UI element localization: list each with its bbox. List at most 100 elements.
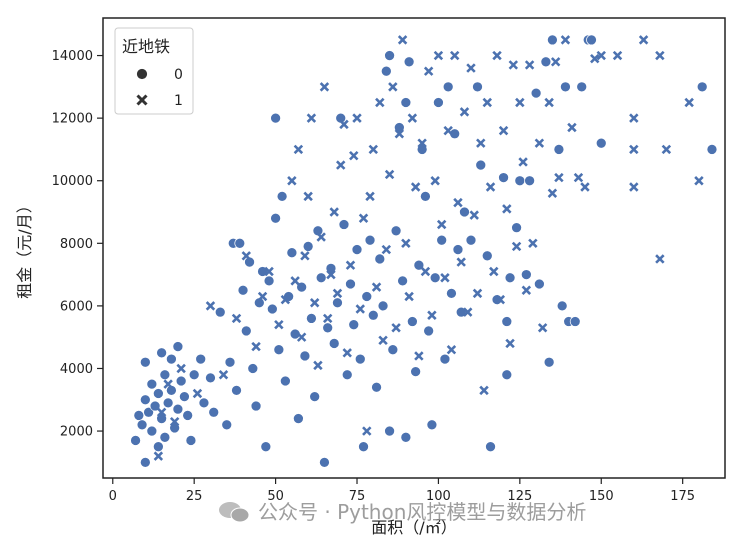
data-point-circle bbox=[407, 316, 418, 327]
data-point-circle bbox=[354, 353, 366, 365]
data-point-x bbox=[528, 238, 538, 249]
data-point-circle bbox=[221, 419, 233, 431]
data-point-circle bbox=[560, 81, 571, 93]
y-tick-label: 6000 bbox=[60, 299, 93, 314]
data-point-x bbox=[524, 60, 535, 70]
data-point-circle bbox=[179, 391, 190, 402]
data-point-circle bbox=[540, 56, 552, 68]
data-point-circle bbox=[195, 353, 207, 365]
x-tick-label: 100 bbox=[426, 489, 451, 504]
data-point-circle bbox=[156, 347, 167, 359]
data-point-x bbox=[629, 182, 639, 192]
data-point-x bbox=[573, 172, 584, 183]
data-point-circle bbox=[345, 278, 356, 290]
data-point-x bbox=[440, 273, 450, 283]
data-point-circle bbox=[547, 34, 558, 46]
data-point-x bbox=[476, 138, 486, 148]
data-point-circle bbox=[182, 410, 194, 421]
data-point-circle bbox=[231, 385, 242, 396]
data-point-x bbox=[231, 313, 242, 324]
data-point-circle bbox=[234, 237, 246, 249]
data-point-x bbox=[342, 348, 352, 358]
data-point-x bbox=[313, 360, 323, 371]
data-point-circle bbox=[309, 391, 321, 402]
data-point-circle bbox=[273, 344, 285, 356]
data-point-circle bbox=[442, 81, 454, 93]
data-point-circle bbox=[439, 353, 451, 365]
data-point-circle bbox=[276, 191, 288, 202]
data-point-x bbox=[192, 388, 203, 399]
data-point-circle bbox=[185, 435, 197, 446]
data-point-x bbox=[596, 50, 606, 61]
data-point-circle bbox=[224, 356, 236, 368]
data-point-x bbox=[316, 232, 326, 242]
data-point-x bbox=[502, 204, 512, 214]
data-point-circle bbox=[465, 234, 477, 246]
data-point-circle bbox=[387, 344, 399, 356]
data-point-x bbox=[433, 50, 444, 61]
data-point-x bbox=[368, 144, 379, 155]
data-point-circle bbox=[338, 219, 350, 230]
data-point-circle bbox=[280, 375, 291, 387]
data-point-x bbox=[319, 82, 330, 92]
data-point-x bbox=[560, 35, 571, 45]
data-point-circle bbox=[299, 350, 311, 362]
data-point-circle bbox=[136, 419, 148, 431]
legend-label-0: 0 bbox=[174, 67, 183, 83]
y-axis-ticks: 2000 4000 6000 8000 10000 12000 14000 bbox=[52, 49, 103, 440]
x-tick-label: 175 bbox=[670, 489, 695, 504]
data-point-x bbox=[567, 122, 577, 133]
y-axis-title: 租金（元/月） bbox=[15, 197, 34, 298]
data-point-circle bbox=[576, 81, 588, 93]
data-point-x bbox=[544, 97, 554, 108]
y-tick-label: 2000 bbox=[60, 425, 93, 440]
data-point-x bbox=[352, 113, 362, 123]
data-point-x bbox=[287, 176, 297, 186]
data-point-x bbox=[655, 254, 665, 264]
data-point-circle bbox=[214, 306, 226, 318]
x-tick-label: 150 bbox=[589, 489, 614, 504]
data-point-circle bbox=[312, 225, 324, 237]
data-point-circle bbox=[452, 244, 464, 255]
y-tick-label: 12000 bbox=[52, 112, 93, 127]
data-point-circle bbox=[143, 406, 154, 418]
data-point-x bbox=[401, 238, 411, 249]
data-point-circle bbox=[153, 388, 164, 399]
data-point-x bbox=[388, 82, 398, 92]
data-point-circle bbox=[263, 275, 275, 287]
x-axis-ticks: 0 25 50 75 100 125 150 175 bbox=[109, 478, 695, 504]
data-point-circle bbox=[569, 316, 581, 327]
data-point-circle bbox=[420, 191, 431, 202]
data-point-x bbox=[612, 50, 623, 61]
data-point-x bbox=[264, 266, 274, 277]
data-point-x bbox=[495, 294, 506, 305]
data-point-circle bbox=[534, 278, 545, 290]
data-point-circle bbox=[514, 175, 526, 187]
data-point-circle bbox=[498, 172, 509, 183]
x-tick-label: 75 bbox=[349, 489, 366, 504]
data-point-circle bbox=[188, 369, 200, 381]
data-point-x bbox=[257, 291, 268, 302]
data-point-x bbox=[384, 169, 395, 180]
data-point-x bbox=[459, 107, 470, 117]
legend-marker-circle bbox=[136, 68, 148, 80]
data-point-x bbox=[300, 251, 310, 261]
data-point-circle bbox=[130, 435, 141, 446]
data-point-circle bbox=[485, 441, 496, 453]
data-point-circle bbox=[153, 441, 164, 453]
data-point-x bbox=[381, 244, 392, 255]
data-point-circle bbox=[436, 234, 448, 246]
data-point-x bbox=[443, 125, 453, 136]
data-point-x bbox=[394, 129, 405, 139]
data-point-x bbox=[153, 451, 164, 461]
data-point-x bbox=[326, 269, 336, 280]
data-point-x bbox=[629, 113, 639, 123]
data-point-circle bbox=[341, 369, 353, 381]
data-point-x bbox=[449, 50, 460, 61]
data-point-circle bbox=[296, 281, 307, 293]
data-point-x bbox=[309, 298, 320, 308]
data-point-circle bbox=[706, 144, 718, 155]
data-point-x bbox=[534, 138, 545, 148]
data-point-circle bbox=[332, 297, 343, 309]
data-point-x bbox=[169, 416, 180, 427]
